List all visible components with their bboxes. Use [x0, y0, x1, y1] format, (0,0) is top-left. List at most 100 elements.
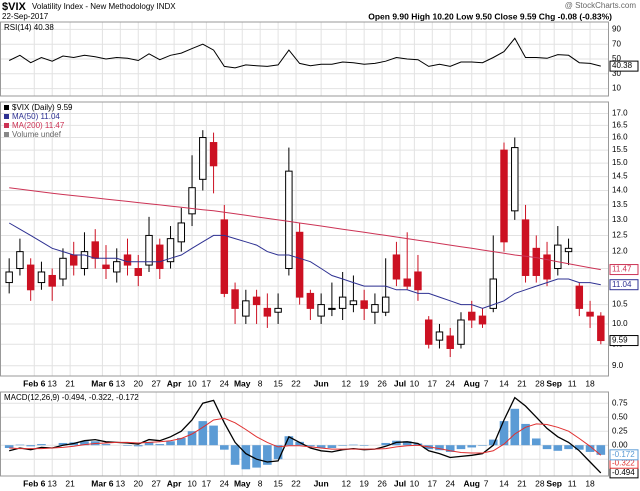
macd-line — [9, 417, 602, 456]
candle-body — [586, 311, 594, 317]
x-tick-label: 8 — [258, 478, 263, 488]
x-tick-label: Jul — [394, 478, 406, 488]
panel-frame — [0, 101, 609, 377]
x-tick-label: 13 — [47, 478, 57, 488]
value-tag-box — [609, 279, 639, 291]
candle-body — [80, 251, 89, 270]
x-tick-label: 27 — [151, 378, 161, 388]
y-tick-label: 0.75 — [612, 398, 628, 407]
x-tick-label: 17 — [428, 478, 438, 488]
candle-body — [285, 170, 293, 270]
histogram-bar — [456, 445, 466, 450]
candle-body — [48, 274, 56, 287]
histogram-bar — [230, 445, 240, 465]
histogram-bar — [101, 444, 111, 446]
histogram-bar — [349, 444, 358, 446]
histogram-bar — [521, 423, 530, 446]
y-tick-label: 15.5 — [612, 145, 628, 154]
candle-body — [414, 271, 422, 291]
histogram-bar — [220, 445, 229, 450]
value-tag-box — [609, 60, 639, 72]
panel-frame — [0, 21, 609, 97]
y-tick-label: 0.00 — [612, 440, 628, 449]
histogram-bar — [467, 445, 477, 448]
candle-body — [16, 251, 24, 270]
panel-frame — [0, 391, 609, 477]
candle-body — [145, 234, 153, 266]
candle-body — [349, 300, 358, 306]
candle-body — [263, 307, 272, 317]
value-tag-box — [609, 264, 639, 276]
x-tick-label: 10 — [187, 478, 197, 488]
x-tick-label: 22 — [291, 378, 301, 388]
candle-body — [134, 268, 142, 276]
panel-background — [0, 102, 608, 376]
candle-body — [521, 219, 530, 276]
y-tick-label: 13.5 — [612, 200, 628, 209]
histogram-bar — [80, 441, 89, 446]
x-tick-label: Feb 6 — [23, 378, 45, 388]
x-tick-label: 13 — [47, 378, 57, 388]
candle-body — [446, 335, 454, 349]
candle-body — [113, 261, 121, 273]
y-tick-label: 16.0 — [612, 133, 628, 142]
x-tick-label: 17 — [202, 378, 212, 388]
value-tag-box — [609, 449, 639, 461]
histogram-bar — [133, 445, 143, 447]
legend-swatch — [4, 123, 9, 128]
candle-body — [564, 247, 573, 253]
x-tick-label: 13 — [116, 378, 126, 388]
histogram-bar — [209, 425, 218, 446]
candle-body — [91, 241, 99, 259]
histogram-bar — [273, 445, 283, 460]
candle-body — [252, 296, 261, 306]
date: 22-Sep-2017 — [2, 12, 49, 21]
value-tag-box — [609, 335, 639, 347]
candle-body — [209, 142, 218, 167]
symbol: $VIX — [2, 1, 27, 13]
histogram-bar — [413, 443, 423, 446]
x-tick-label: 28 — [535, 378, 545, 388]
x-tick-label: Apr — [167, 478, 182, 488]
candle-body — [5, 271, 13, 284]
x-tick-label: 24 — [445, 378, 455, 388]
histogram-bar — [176, 437, 186, 446]
x-tick-label: Mar 6 — [91, 378, 113, 388]
candle-body — [306, 292, 315, 309]
candle-body — [231, 289, 239, 309]
x-tick-label: Feb 6 — [23, 478, 45, 488]
histogram-bar — [553, 445, 563, 451]
histogram-bar — [510, 408, 520, 446]
x-tick-label: 27 — [151, 478, 161, 488]
histogram-bar — [499, 421, 509, 446]
candle-body — [123, 254, 132, 266]
histogram-bar — [445, 445, 455, 452]
candle-body — [371, 304, 379, 313]
histogram-bar — [531, 438, 541, 446]
histogram-bar — [252, 445, 261, 468]
candle-body — [199, 137, 207, 180]
candle-body — [500, 149, 508, 243]
x-tick-label: Mar 6 — [91, 478, 113, 488]
x-tick-label: 24 — [445, 478, 455, 488]
candle-body — [575, 285, 584, 309]
histogram-bar — [187, 431, 197, 446]
y-tick-label: 0.50 — [612, 412, 628, 421]
value-tag: 11.47 — [612, 265, 632, 274]
x-tick-label: May — [234, 478, 251, 488]
x-tick-label: 22 — [291, 478, 301, 488]
symbol-name: Volatility Index - New Methodology INDX — [32, 2, 176, 11]
candle-body — [381, 296, 390, 313]
histogram-bar — [15, 444, 25, 446]
x-tick-label: 26 — [377, 478, 387, 488]
panel-title: MACD(12,26,9) -0.494, -0.322, -0.172 — [4, 393, 139, 402]
x-tick-label: 21 — [65, 478, 75, 488]
histogram-bar — [155, 444, 165, 446]
candle-body — [37, 271, 46, 284]
candle-body — [511, 147, 519, 212]
y-tick-label: 14.0 — [612, 186, 628, 195]
histogram-bar — [435, 445, 444, 451]
moving-average-line — [9, 187, 601, 271]
moving-average-line — [8, 222, 601, 309]
candle-body — [532, 247, 541, 276]
